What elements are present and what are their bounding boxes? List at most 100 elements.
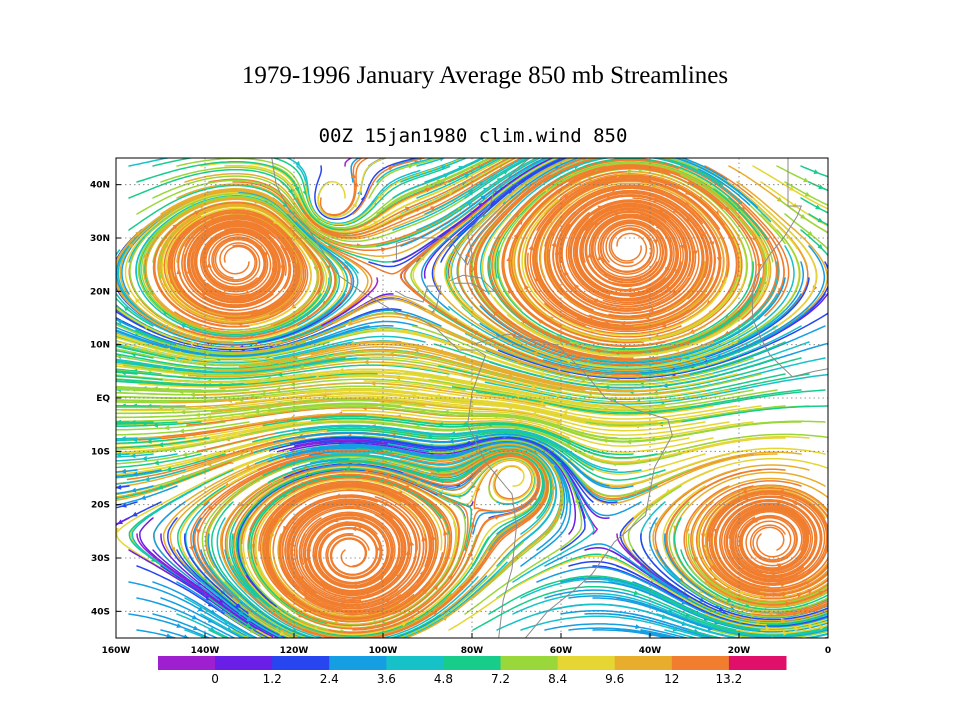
lon-label: 60W [550,646,573,656]
streamline-arrow [415,207,422,213]
lat-label: 40N [90,181,110,191]
streamline-arrow [718,606,725,612]
streamline-arrow [131,511,138,517]
streamline [350,158,361,183]
streamline-arrow [223,619,230,625]
streamline-arrow [419,255,426,262]
streamline-arrow [538,372,545,378]
colorbar-swatch [728,656,787,670]
streamline-arrow [116,484,122,490]
streamline-arrow [157,442,164,448]
streamline-arrow [592,158,593,159]
streamline-arrow [741,564,748,570]
streamline-arrow [430,206,436,212]
streamline-arrow [514,393,520,399]
streamline-arrow [464,251,470,258]
streamline-arrow [394,153,399,157]
streamline-arrow [467,190,474,196]
lat-label: 10N [90,341,110,351]
streamline-arrow [210,215,216,221]
streamline-arrow [788,185,795,191]
streamline [392,158,425,167]
streamline-arrow [524,283,530,290]
streamline-arrow [447,190,454,196]
streamline-arrow [289,543,295,549]
streamline-arrow [388,351,394,358]
streamline-arrow [575,497,581,504]
streamline-arrow [249,628,256,633]
streamline-arrow [764,603,771,609]
streamline-arrow [461,421,467,427]
streamline [688,629,828,638]
streamline-arrow [818,184,825,190]
streamline-arrow [672,626,679,632]
streamline-arrow [562,193,569,200]
streamline-arrow [635,151,640,155]
streamline-arrow [549,231,555,237]
streamline-arrow [146,438,152,444]
streamline-arrow [447,573,453,580]
streamline-arrow [443,173,450,179]
streamline-arrow [123,305,130,312]
streamline-arrow [388,165,394,171]
streamline-arrow [253,408,260,414]
streamline-arrow [730,637,732,638]
streamline [776,165,828,192]
colorbar-labels: 0 1.2 2.4 3.6 4.8 7.2 8.4 9.6 12 13.2 [211,672,742,686]
streamline-arrow [380,247,387,253]
streamline-arrow [635,624,641,630]
streamline-arrow [370,380,376,387]
streamline-arrow [165,466,172,472]
streamline [712,629,828,638]
streamline-arrow [579,377,586,383]
streamline-arrow [335,644,340,648]
streamline-arrow [352,201,357,208]
streamline-arrow [464,440,471,446]
streamline-arrow [408,163,414,169]
streamline-arrow [207,505,214,511]
streamline-arrow [483,364,490,370]
streamline-arrow [279,630,286,636]
streamline-arrow [817,243,823,250]
streamline-arrow [760,642,765,646]
lat-label: 30S [91,554,110,564]
streamline-arrow [134,297,141,304]
streamline-arrow [140,495,147,501]
lon-label: 140W [191,646,220,656]
streamline-arrow [512,425,519,431]
streamline-arrow [295,160,301,167]
streamline-arrow [239,412,246,419]
streamline-arrow [181,451,188,457]
streamline-arrow [538,401,544,407]
streamline-arrow [783,630,789,636]
streamline-arrow [147,290,153,297]
streamline-arrow [196,529,202,535]
streamline-arrow [530,411,537,417]
streamline-arrow [633,590,640,596]
colorbar-swatch [215,656,273,670]
streamline-arrow [141,455,148,461]
streamline-arrow [206,262,212,268]
streamline-arrow [614,211,621,217]
streamline-arrow [340,497,347,503]
streamline-arrow [597,254,603,261]
streamline-arrow [657,208,664,214]
streamline-arrow [197,606,204,612]
colorbar-swatch [329,656,387,670]
streamline-arrow [153,460,160,466]
lon-label: 20W [728,646,751,656]
streamline-arrow [469,521,475,528]
colorbar-swatch [158,656,216,670]
streamline-arrow [439,158,445,162]
streamline-arrow [426,433,433,440]
streamline-arrow [350,526,357,532]
streamline-arrow [531,351,538,357]
streamline-arrow [354,504,360,510]
streamline-arrow [704,637,705,638]
colorbar-swatch [671,656,730,670]
streamline-arrow [130,453,136,459]
streamline [216,517,479,638]
streamline-arrow [353,645,358,649]
streamline-arrow [266,452,273,458]
